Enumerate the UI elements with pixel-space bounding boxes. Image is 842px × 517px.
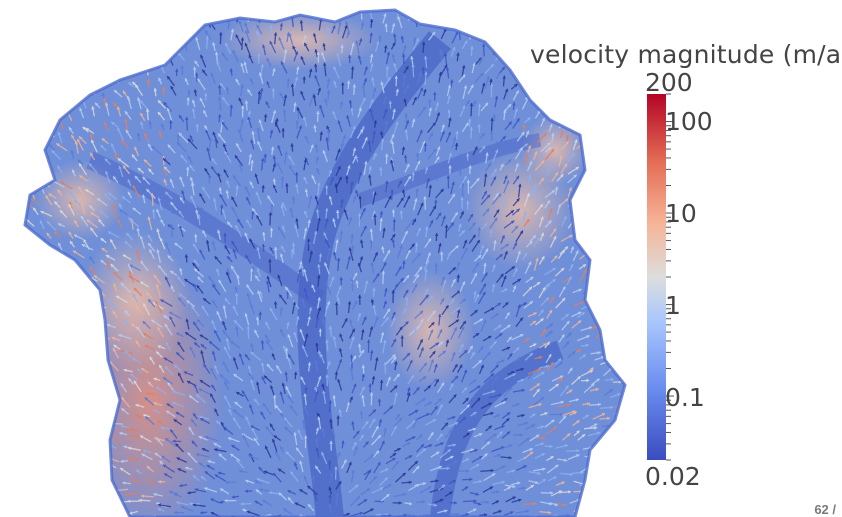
colorbar-tick-label: 1 xyxy=(665,291,681,320)
colorbar-tick-label: 10 xyxy=(665,199,697,228)
page-number: 62 / xyxy=(814,502,836,517)
colorbar-min-label: 0.02 xyxy=(645,462,701,491)
colorbar-title: velocity magnitude (m/a) xyxy=(530,40,842,69)
colorbar-ticks xyxy=(666,93,674,461)
colorbar-max-label: 200 xyxy=(645,68,693,97)
colorbar-tick-label: 0.1 xyxy=(665,383,705,412)
colorbar-tick-label: 100 xyxy=(665,107,713,136)
colorbar-gradient xyxy=(647,94,666,460)
